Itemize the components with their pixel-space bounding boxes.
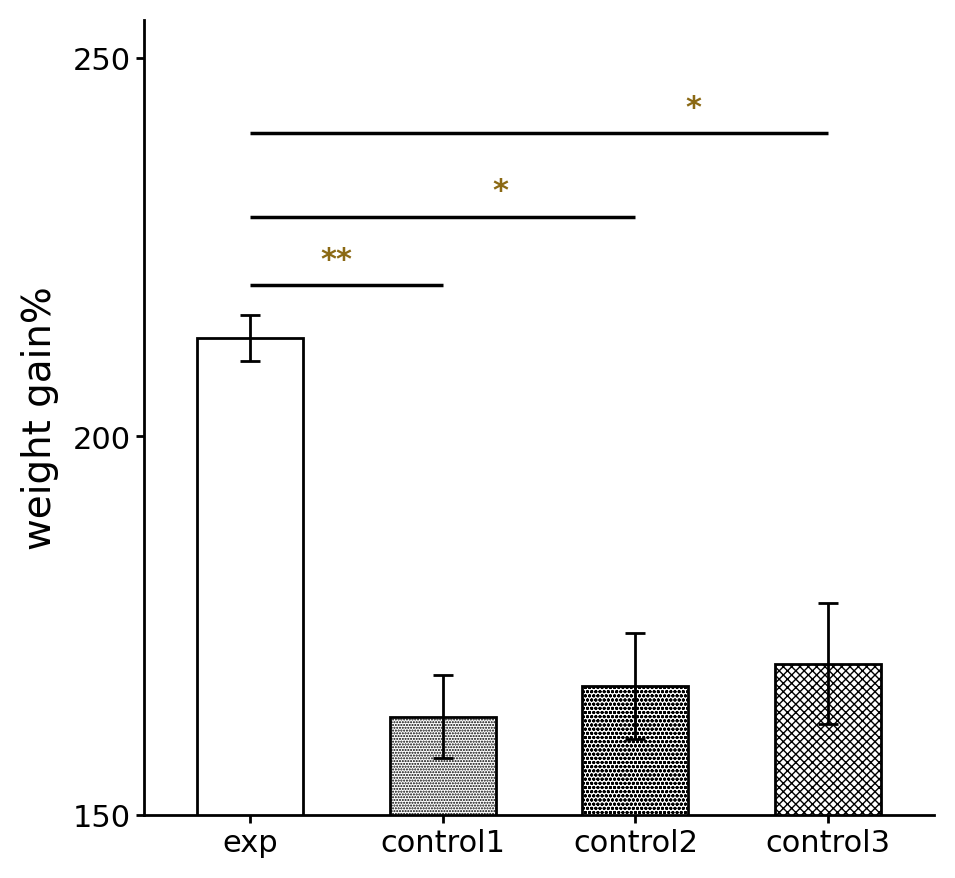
Text: *: *	[493, 177, 509, 206]
Bar	[197, 339, 303, 815]
Bar	[775, 664, 881, 815]
Bar	[390, 716, 496, 815]
Bar	[583, 687, 689, 815]
Text: **: **	[321, 245, 352, 274]
Y-axis label: weight gain%: weight gain%	[21, 286, 59, 550]
Text: *: *	[686, 94, 701, 123]
